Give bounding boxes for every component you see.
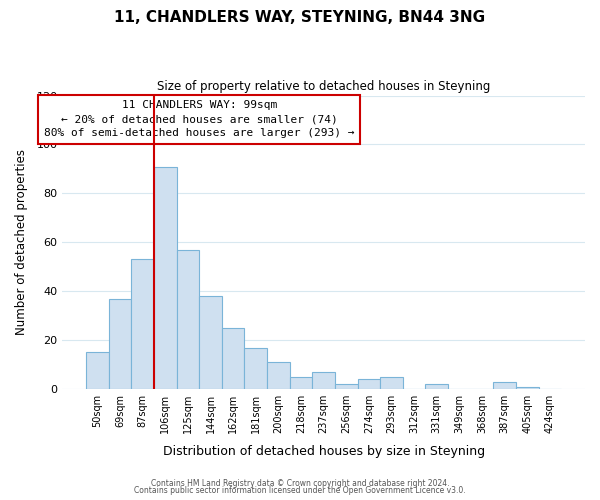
Title: Size of property relative to detached houses in Steyning: Size of property relative to detached ho… [157,80,490,93]
Text: 11 CHANDLERS WAY: 99sqm
← 20% of detached houses are smaller (74)
80% of semi-de: 11 CHANDLERS WAY: 99sqm ← 20% of detache… [44,100,355,138]
Bar [493,382,516,389]
Bar [335,384,358,389]
Bar [244,348,267,389]
X-axis label: Distribution of detached houses by size in Steyning: Distribution of detached houses by size … [163,444,485,458]
Y-axis label: Number of detached properties: Number of detached properties [15,150,28,336]
Bar [154,166,176,389]
Bar [199,296,222,389]
Text: Contains public sector information licensed under the Open Government Licence v3: Contains public sector information licen… [134,486,466,495]
Bar [222,328,244,389]
Bar [267,362,290,389]
Bar [380,377,403,389]
Bar [290,377,313,389]
Bar [425,384,448,389]
Bar [516,386,539,389]
Text: 11, CHANDLERS WAY, STEYNING, BN44 3NG: 11, CHANDLERS WAY, STEYNING, BN44 3NG [115,10,485,25]
Bar [109,298,131,389]
Bar [86,352,109,389]
Bar [176,250,199,389]
Bar [313,372,335,389]
Text: Contains HM Land Registry data © Crown copyright and database right 2024.: Contains HM Land Registry data © Crown c… [151,478,449,488]
Bar [131,260,154,389]
Bar [358,380,380,389]
